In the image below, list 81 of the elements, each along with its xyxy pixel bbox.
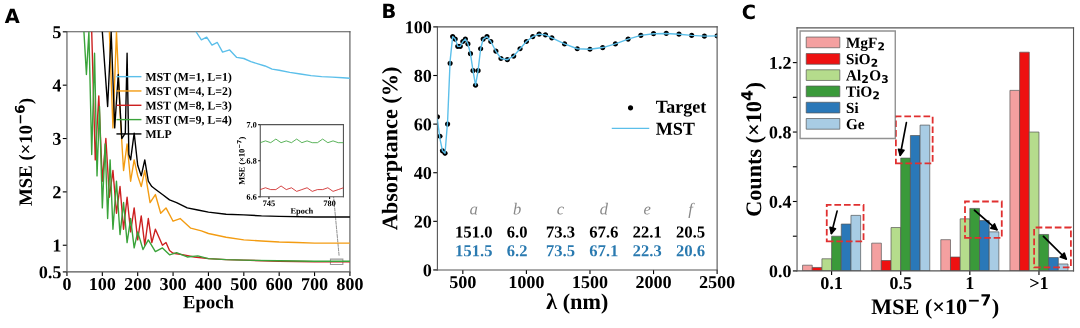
y-tick-label: 7.0 — [246, 121, 257, 128]
x-tick-label: 200 — [124, 277, 151, 291]
y-tick-label: 0.0 — [769, 265, 791, 278]
annotation: 67.1 — [589, 245, 618, 257]
annotation: 6.2 — [507, 245, 527, 257]
annotation: d — [600, 202, 609, 215]
x-tick-label: 0.5 — [890, 277, 912, 290]
y-tick-label: 5 — [53, 26, 61, 39]
legend-label: MST (M=4, L=2) — [145, 86, 232, 98]
y-tick-label: 2 — [53, 186, 61, 199]
y-axis-title: Counts (×10$^{4}$) — [741, 83, 766, 216]
x-axis-title: Epoch — [290, 207, 314, 216]
y-tick-label: 1.2 — [770, 56, 791, 70]
legend-label: MST (M=9, L=4) — [145, 115, 232, 127]
annotation: 22.3 — [633, 245, 662, 257]
y-tick-label: 6.8 — [246, 158, 257, 164]
y-tick-label: 0.4 — [769, 195, 792, 209]
y-tick-label: 0.5 — [39, 266, 61, 279]
y-axis-title: Absorptance (%) — [381, 67, 402, 230]
chart-title: B — [383, 3, 395, 18]
annotation: 6.0 — [507, 226, 527, 238]
x-tick-label: 500 — [230, 277, 257, 291]
x-tick-label: 500 — [450, 276, 476, 289]
legend-label: TiO$_{2}$ — [846, 86, 879, 100]
y-tick-label: 1 — [53, 239, 61, 252]
annotation: 73.3 — [546, 226, 575, 238]
x-tick-label: 0.1 — [821, 277, 842, 290]
x-tick-label: >1 — [1030, 277, 1048, 290]
annotation: a — [470, 206, 478, 215]
x-tick-label: 400 — [195, 277, 222, 291]
annotation: b — [513, 202, 521, 215]
y-axis-title: MSE (×10$^{−7}$) — [237, 137, 247, 185]
legend-label: MST (M=1, L=1) — [145, 72, 232, 84]
y-tick-label: 100 — [406, 21, 432, 34]
legend-label: Ge — [846, 119, 865, 130]
x-tick-label: 2000 — [636, 276, 671, 289]
legend-label: Al$_{2}$O$_{3}$ — [846, 69, 888, 84]
annotation: 73.5 — [546, 245, 575, 257]
legend-label: MLP — [145, 130, 172, 139]
y-tick-label: 20 — [414, 215, 432, 228]
x-tick-label: 1 — [966, 277, 974, 290]
x-tick-label: 745 — [263, 200, 275, 207]
annotation: 20.6 — [676, 245, 705, 257]
x-tick-label: 1000 — [509, 276, 544, 289]
x-tick-label: 700 — [302, 277, 328, 291]
legend-label: Target — [656, 100, 707, 117]
annotation: 22.1 — [633, 226, 661, 238]
annotation: 151.0 — [456, 226, 492, 238]
x-tick-label: 2500 — [699, 276, 735, 289]
x-tick-label: 800 — [336, 277, 363, 291]
y-axis-title: MSE (×10$^{−6}$) — [14, 98, 36, 206]
y-tick-label: 40 — [414, 166, 432, 180]
x-axis-title: λ (nm) — [546, 293, 608, 314]
annotation: f — [688, 202, 695, 219]
annotation: 20.5 — [676, 226, 705, 238]
y-tick-label: 6.6 — [246, 194, 257, 200]
legend-label: MgF$_{2}$ — [846, 37, 884, 52]
y-tick-label: 0.8 — [769, 126, 791, 139]
chart-title: C — [742, 4, 755, 20]
x-axis-title: MSE (×10$^{−7}$) — [871, 294, 999, 319]
x-tick-label: 300 — [160, 277, 186, 291]
annotation: c — [557, 206, 564, 215]
y-tick-label: 4 — [52, 79, 62, 92]
annotation: 151.5 — [456, 245, 492, 257]
annotation: e — [644, 206, 651, 215]
y-tick-label: 60 — [414, 118, 432, 131]
legend-label: Si — [846, 102, 859, 114]
y-tick-label: 80 — [414, 69, 432, 82]
y-tick-label: 3 — [53, 132, 61, 145]
x-tick-label: 1500 — [573, 276, 608, 289]
legend-label: SiO$_{2}$ — [846, 53, 878, 67]
y-tick-label: 0 — [423, 264, 432, 277]
chart-title: A — [4, 8, 20, 23]
annotation: 67.6 — [589, 226, 618, 238]
x-tick-label: 600 — [266, 277, 293, 291]
x-tick-label: 780 — [323, 200, 336, 207]
legend-label: MST (M=8, L=3) — [145, 101, 232, 112]
legend-label: MST — [656, 122, 695, 135]
x-tick-label: 100 — [90, 277, 116, 291]
x-axis-title: Epoch — [183, 295, 234, 313]
x-tick-label: 0 — [63, 277, 71, 291]
